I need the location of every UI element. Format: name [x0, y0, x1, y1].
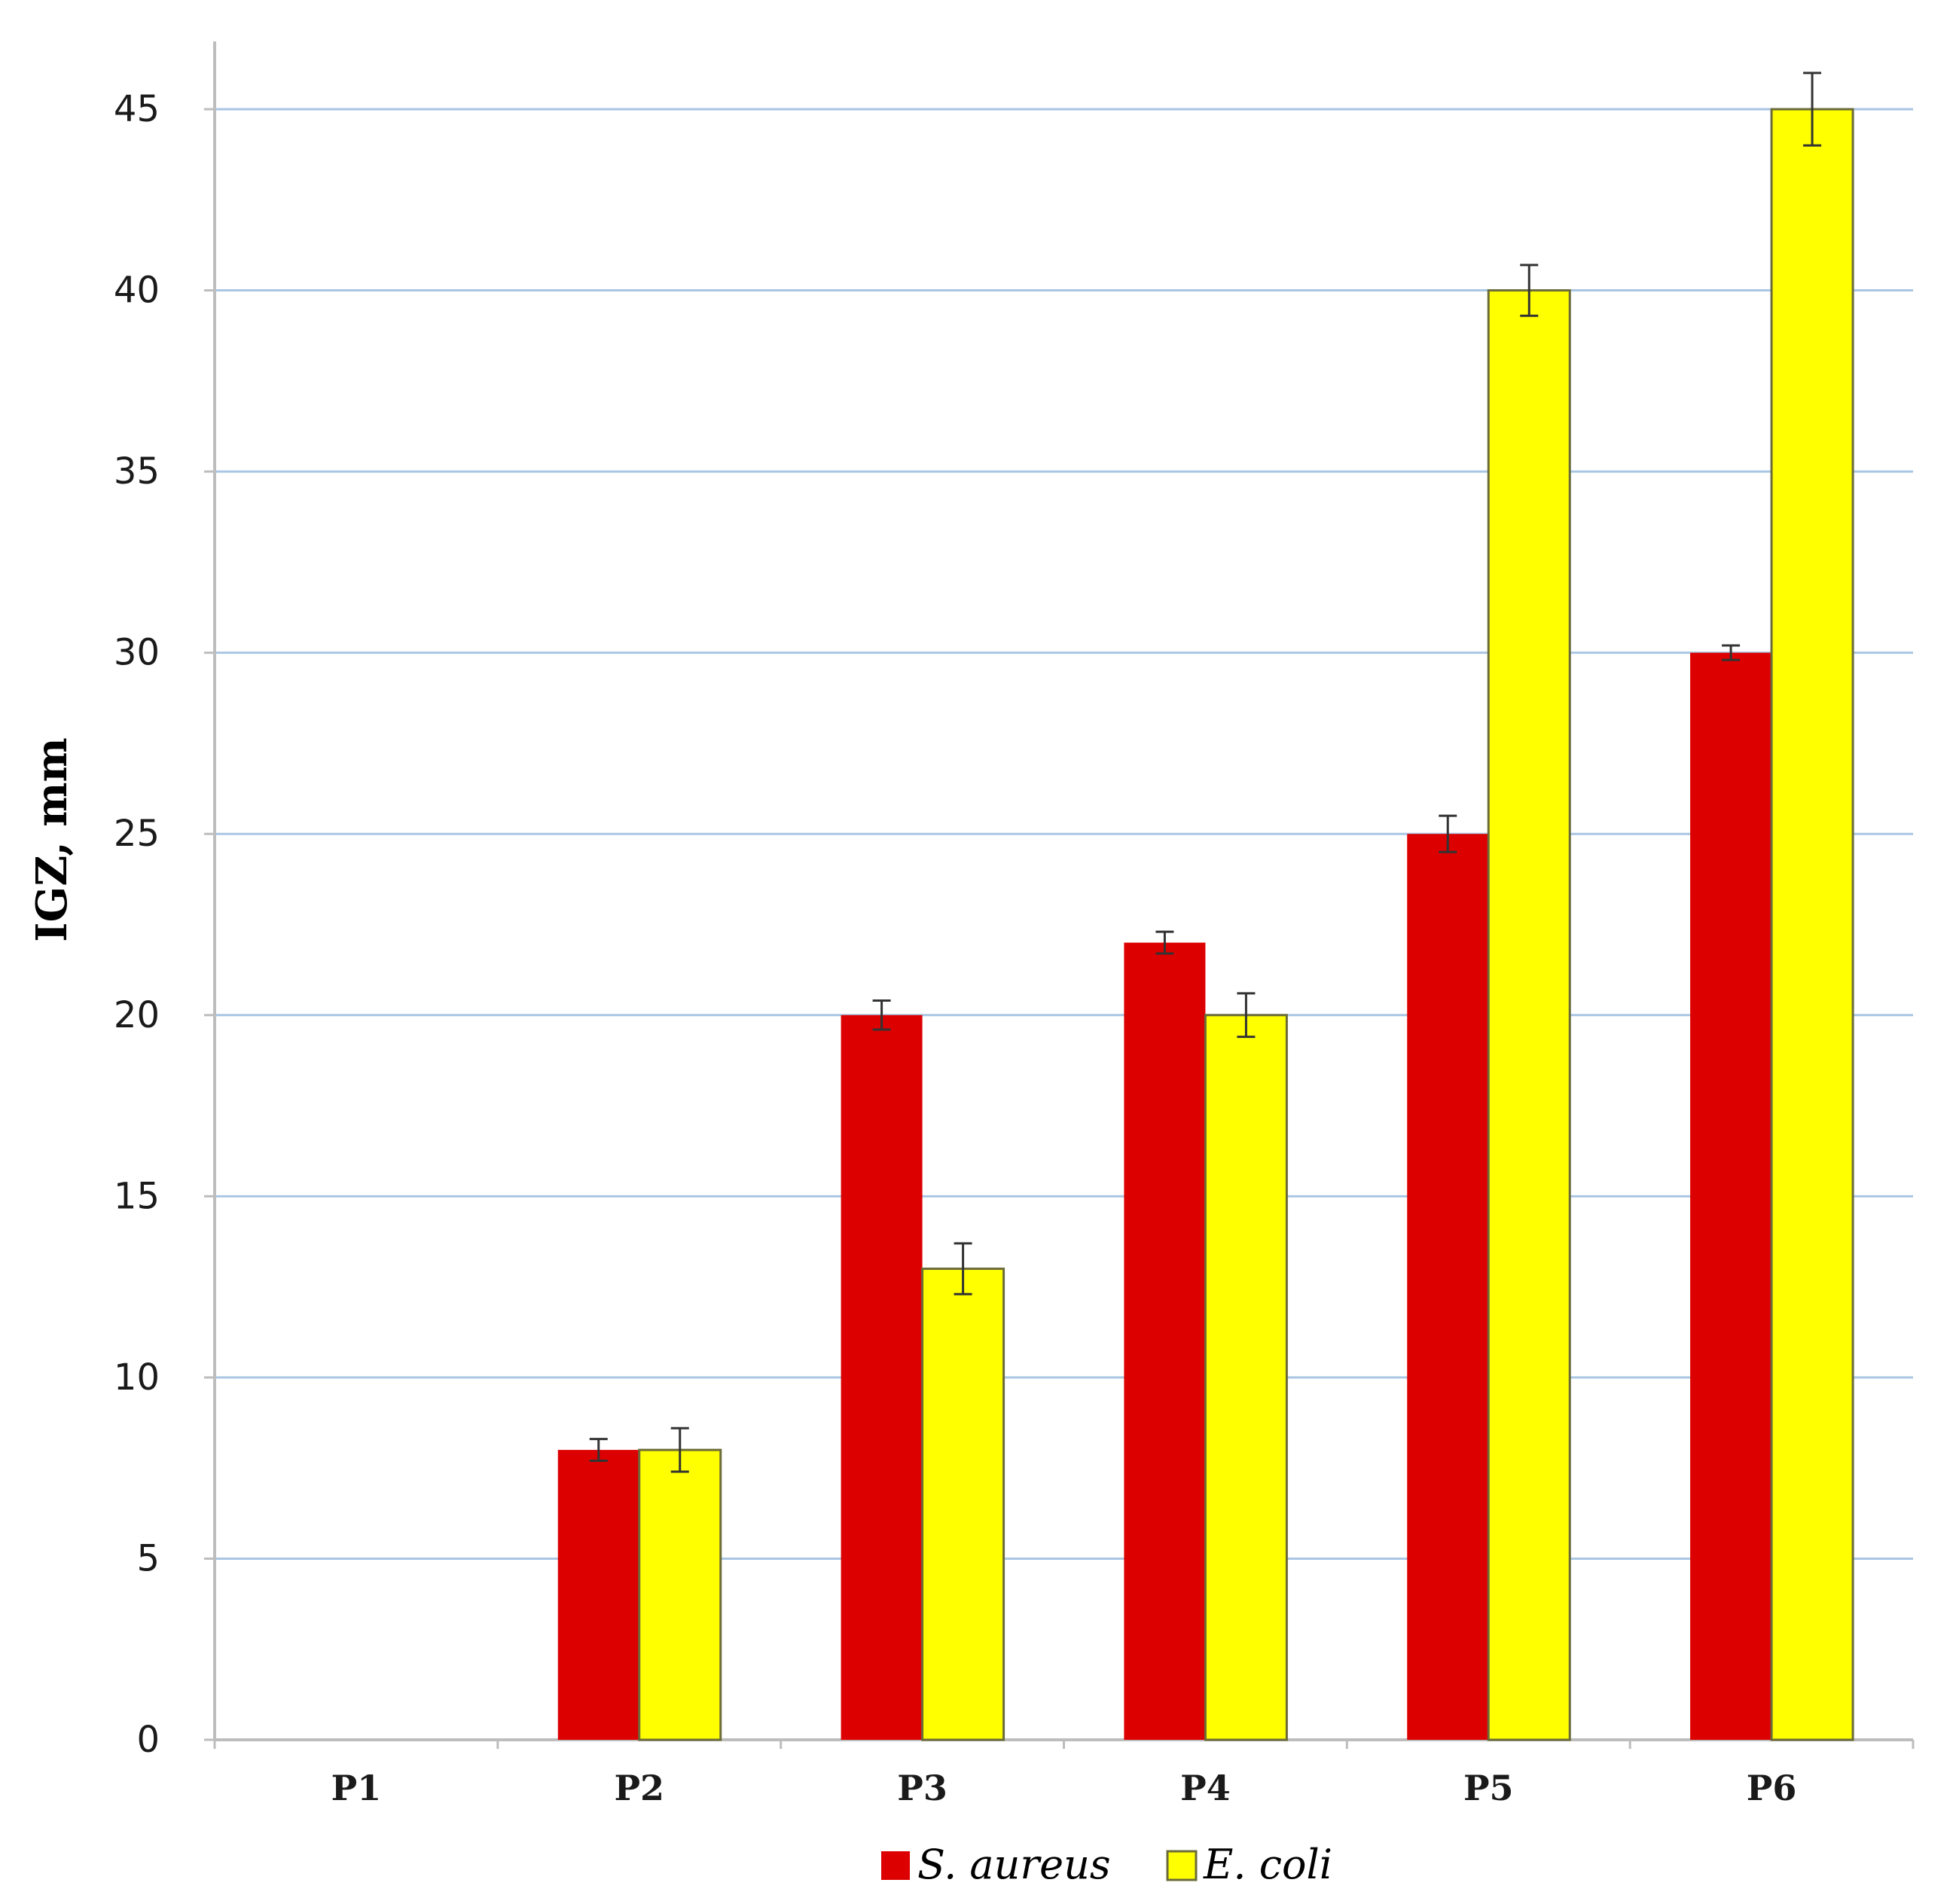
- error-bars: [589, 72, 1822, 1473]
- bar-ecoli-p4: [1204, 1014, 1288, 1741]
- y-tick-label: 15: [114, 1175, 160, 1217]
- bar-ecoli-p6: [1770, 108, 1854, 1741]
- y-tick-label: 5: [136, 1537, 160, 1579]
- legend-label: E. coli: [1203, 1841, 1332, 1888]
- bar-saureus-p4: [1124, 942, 1206, 1740]
- y-tick-label: 40: [114, 270, 160, 312]
- y-tick-label: 10: [114, 1356, 160, 1399]
- bars: [557, 108, 1854, 1741]
- y-tick-label: 45: [114, 88, 160, 130]
- bar-ecoli-p2: [638, 1448, 722, 1741]
- bar-saureus-p5: [1407, 834, 1489, 1740]
- y-tick-label: 0: [136, 1719, 160, 1761]
- legend: S. aureus E. coli: [881, 1841, 1332, 1888]
- legend-swatch: [1166, 1850, 1198, 1881]
- axes: [213, 41, 1913, 1741]
- bar-saureus-p3: [841, 1015, 923, 1740]
- bar-saureus-p6: [1690, 652, 1772, 1740]
- legend-label: S. aureus: [917, 1841, 1111, 1888]
- y-tick-label: 30: [114, 632, 160, 674]
- x-tick-label: P6: [1747, 1768, 1797, 1808]
- y-tick-label: 25: [114, 813, 160, 855]
- legend-swatch: [881, 1851, 910, 1880]
- bar-saureus-p2: [557, 1450, 639, 1740]
- x-tick-label: P2: [614, 1768, 664, 1808]
- y-tick-label: 35: [114, 450, 160, 493]
- bar-ecoli-p3: [921, 1268, 1005, 1741]
- x-tick-label: P4: [1180, 1768, 1231, 1808]
- y-tick-labels: 0 5 10 15 20 25 30 35 40 45: [114, 88, 160, 1761]
- y-axis-title: IGZ, mm: [27, 737, 77, 941]
- bar-ecoli-p5: [1487, 289, 1571, 1741]
- y-tick-label: 20: [114, 994, 160, 1036]
- x-tick-label: P5: [1463, 1768, 1514, 1808]
- x-tick-label: P1: [331, 1768, 382, 1808]
- gridlines: [204, 108, 1915, 1749]
- x-tick-labels: P1 P2 P3 P4 P5 P6: [331, 1768, 1797, 1808]
- x-tick-label: P3: [897, 1768, 947, 1808]
